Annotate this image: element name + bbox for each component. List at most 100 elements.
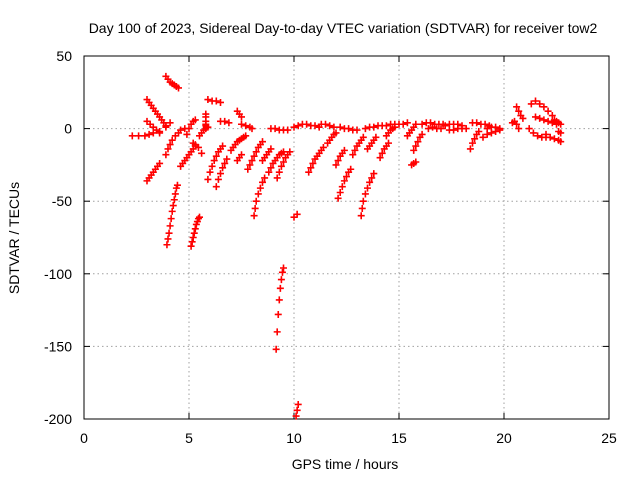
x-axis-label: GPS time / hours: [292, 456, 399, 472]
data-point: [343, 173, 350, 181]
data-point: [358, 204, 366, 212]
data-point: [194, 143, 202, 151]
data-point: [284, 126, 292, 134]
data-point: [326, 122, 334, 130]
data-point: [206, 168, 214, 176]
data-point: [214, 175, 222, 183]
data-point: [372, 133, 380, 141]
series-arc-47: [410, 130, 426, 154]
data-point: [557, 120, 565, 128]
series-arc-07: [163, 181, 181, 249]
data-point: [529, 129, 537, 137]
data-point: [368, 174, 376, 182]
series-arc-06: [162, 125, 189, 159]
series-arc-28: [267, 125, 292, 134]
data-point: [202, 122, 210, 130]
series-arc-31: [290, 120, 323, 131]
data-point: [168, 136, 176, 144]
data-point: [290, 123, 298, 131]
series-arc-57: [513, 103, 527, 122]
data-point: [353, 126, 361, 134]
data-point: [242, 132, 250, 140]
data-point: [164, 145, 172, 153]
data-point: [496, 125, 504, 133]
data-point: [548, 112, 556, 120]
data-point: [334, 157, 342, 165]
y-tick-label: -50: [52, 193, 72, 209]
data-point: [332, 161, 340, 169]
series-arc-30: [292, 400, 302, 420]
series-arc-10: [187, 213, 203, 250]
series-arc-40: [364, 133, 380, 153]
series-arc-17: [217, 117, 233, 127]
data-point: [364, 184, 371, 192]
data-point: [210, 157, 218, 165]
data-point: [429, 123, 437, 131]
data-point: [212, 97, 220, 105]
data-point: [221, 159, 229, 167]
data-point: [294, 122, 302, 130]
data-point: [550, 135, 558, 143]
data-point: [513, 103, 521, 111]
data-point: [403, 119, 411, 127]
data-point: [166, 222, 174, 230]
data-point: [219, 164, 227, 172]
data-point: [162, 122, 170, 130]
tick-layer: [83, 55, 610, 420]
data-point: [212, 183, 220, 191]
data-point: [189, 234, 197, 241]
data-point: [370, 170, 378, 178]
data-point: [336, 188, 344, 196]
data-point: [165, 229, 173, 237]
series-arc-24: [259, 145, 275, 165]
data-point: [385, 139, 392, 147]
data-point: [481, 120, 489, 128]
data-point: [177, 126, 185, 134]
data-point: [540, 116, 548, 124]
x-tick-labels: 0 5 10 15 20 25: [80, 430, 617, 446]
data-point: [259, 138, 266, 146]
data-point: [525, 125, 533, 133]
y-tick-label: 50: [56, 48, 72, 64]
data-point: [175, 84, 182, 92]
data-point: [251, 204, 259, 212]
data-point: [540, 103, 548, 111]
series-arc-36: [332, 146, 348, 169]
data-point: [437, 125, 445, 133]
data-point: [219, 142, 227, 150]
series-arc-58: [527, 97, 556, 120]
data-point: [242, 122, 250, 130]
x-tick-label: 10: [286, 430, 302, 446]
data-point: [162, 151, 170, 159]
series-arc-27: [272, 264, 287, 353]
data-point: [359, 133, 367, 141]
data-point: [527, 100, 535, 108]
data-point: [544, 117, 552, 125]
data-point: [166, 141, 174, 149]
data-point: [273, 174, 281, 182]
data-point: [171, 190, 179, 198]
data-point: [217, 98, 224, 106]
data-point: [168, 207, 176, 215]
data-point: [244, 165, 252, 173]
data-point: [204, 96, 212, 104]
data-point: [292, 412, 300, 420]
data-point: [305, 168, 313, 176]
series-arc-55: [483, 123, 504, 133]
series-arc-33: [317, 120, 338, 131]
data-point: [246, 161, 254, 169]
data-point: [170, 196, 178, 204]
data-point: [492, 123, 500, 131]
data-point: [238, 113, 245, 121]
data-point: [259, 178, 266, 186]
data-point: [196, 213, 203, 221]
data-point: [349, 151, 357, 159]
data-point: [141, 132, 149, 140]
data-point: [276, 284, 284, 292]
data-point: [450, 126, 458, 134]
data-point: [345, 125, 353, 133]
data-point: [208, 162, 216, 170]
x-tick-label: 15: [391, 430, 407, 446]
data-point: [351, 146, 359, 154]
series-arc-35: [334, 165, 355, 202]
